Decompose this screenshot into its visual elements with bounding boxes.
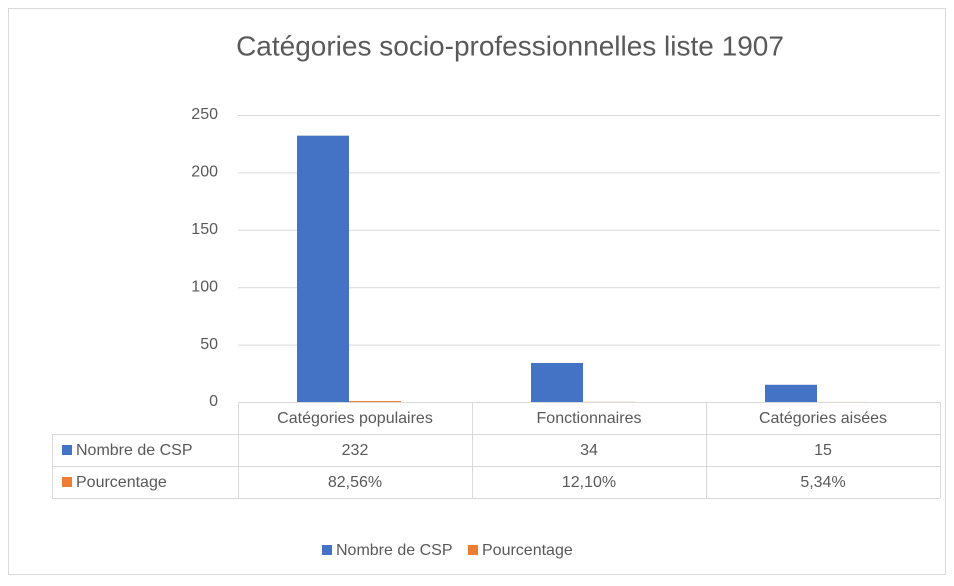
table-row-label: Pourcentage	[76, 474, 167, 491]
table-row-label: Nombre de CSP	[76, 442, 193, 459]
table-cell: 15	[814, 442, 832, 459]
table-cell: 232	[342, 442, 369, 459]
bar	[297, 136, 349, 402]
y-tick-label: 0	[209, 393, 218, 410]
table-legend-key	[62, 445, 72, 455]
table-cell: 34	[580, 442, 598, 459]
bar	[765, 385, 817, 402]
legend-label: Pourcentage	[482, 542, 573, 559]
y-tick-label: 50	[200, 336, 218, 353]
table-cell: 82,56%	[328, 474, 382, 491]
x-tick-label: Catégories populaires	[277, 410, 433, 427]
table-legend-key	[62, 477, 72, 487]
table-cell: 12,10%	[562, 474, 616, 491]
x-tick-label: Fonctionnaires	[537, 410, 642, 427]
chart-title: Catégories socio-professionnelles liste …	[236, 30, 784, 61]
y-tick-label: 150	[191, 221, 218, 238]
table-cell: 5,34%	[800, 474, 845, 491]
legend-key	[322, 545, 332, 555]
y-tick-label: 200	[191, 164, 218, 181]
legend-key	[468, 545, 478, 555]
x-tick-label: Catégories aisées	[759, 410, 887, 427]
bar	[531, 363, 583, 402]
y-tick-label: 100	[191, 278, 218, 295]
legend-label: Nombre de CSP	[336, 542, 453, 559]
y-tick-label: 250	[191, 106, 218, 123]
bar	[349, 401, 401, 402]
